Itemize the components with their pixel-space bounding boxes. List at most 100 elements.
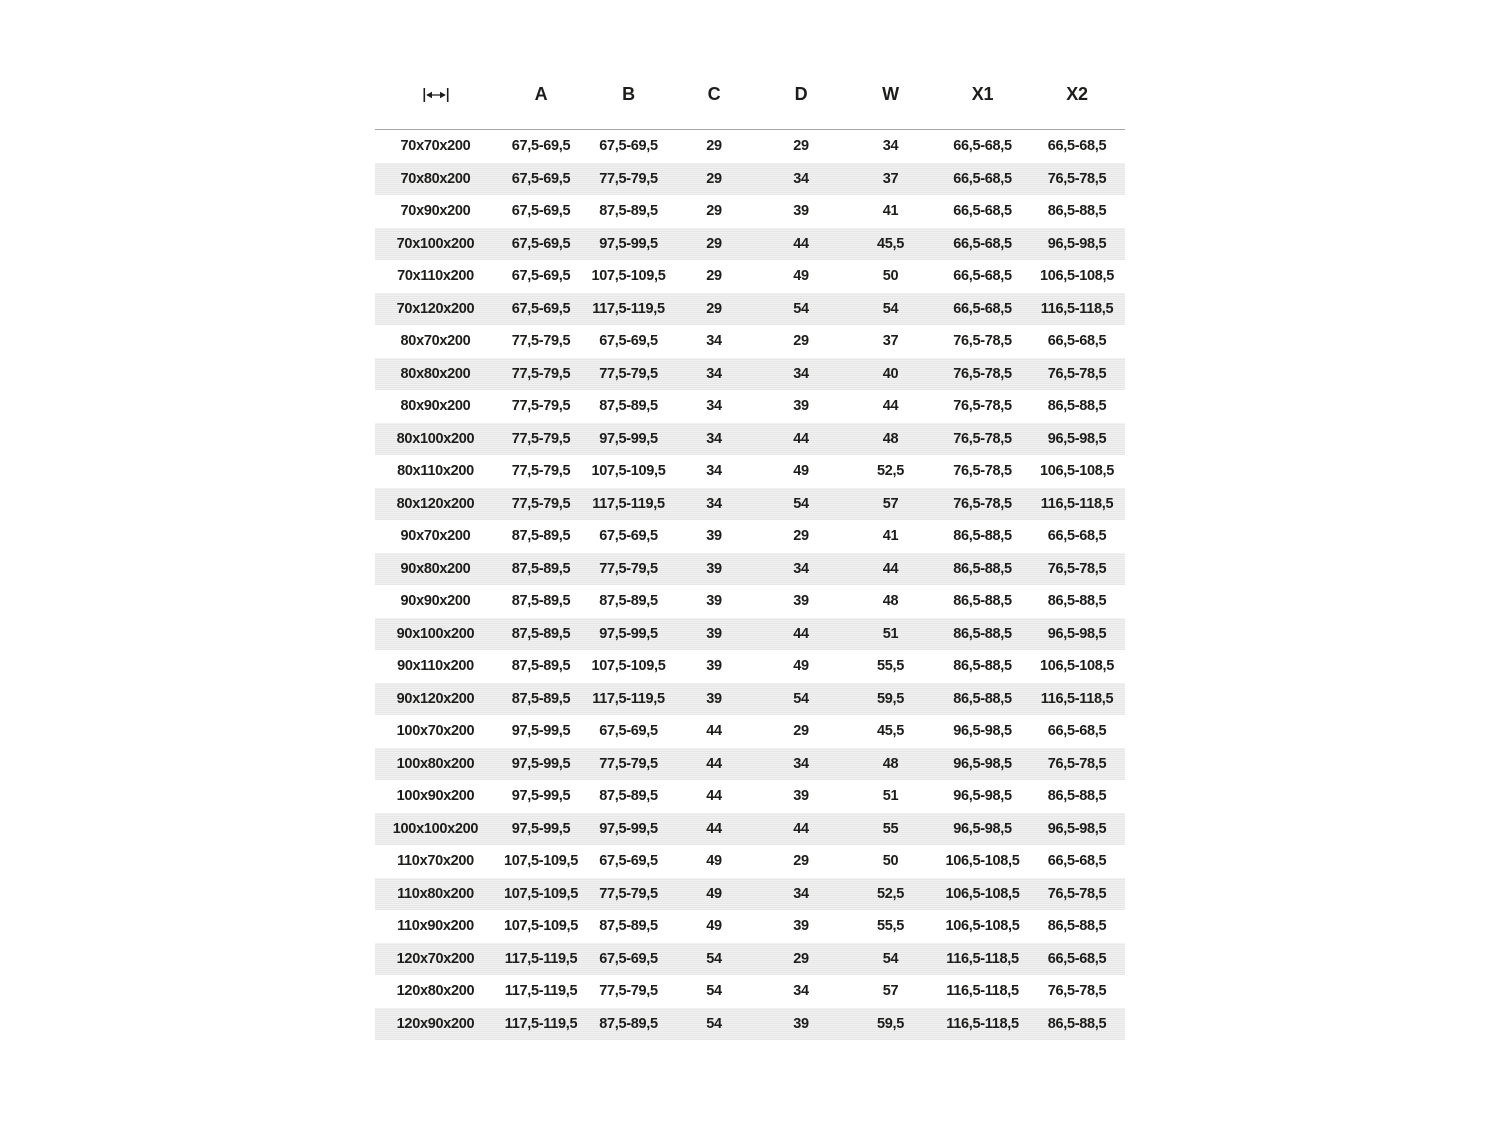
cell-x1: 86,5-88,5 [953, 690, 1012, 707]
cell-w: 40 [882, 365, 899, 382]
cell-x1: 66,5-68,5 [953, 300, 1012, 317]
cell-x2: 66,5-68,5 [1047, 333, 1107, 350]
cell-b: 97,5-99,5 [599, 430, 658, 447]
cell-d: 44 [793, 625, 809, 642]
cell-size: 90x90x200 [400, 593, 471, 610]
cell-d: 29 [793, 723, 809, 740]
cell-a: 77,5-79,5 [511, 463, 571, 480]
cell-d: 39 [793, 1015, 809, 1032]
cell-w: 51 [882, 788, 899, 805]
cell-size: 90x120x200 [396, 690, 475, 707]
cell-c: 54 [706, 1015, 722, 1032]
cell-d: 39 [793, 398, 809, 415]
table-row: 90x110x200 87,5-89,5 107,5-109,5 39 49 5… [375, 650, 1125, 683]
cell-x1: 106,5-108,5 [945, 918, 1020, 935]
cell-x1: 86,5-88,5 [953, 658, 1012, 675]
cell-x1: 76,5-78,5 [953, 398, 1012, 415]
cell-a: 67,5-69,5 [511, 170, 571, 187]
cell-a: 97,5-99,5 [511, 788, 571, 805]
cell-c: 29 [706, 170, 722, 187]
cell-x2: 96,5-98,5 [1047, 820, 1107, 837]
cell-c: 29 [706, 268, 722, 285]
cell-d: 34 [793, 983, 809, 1000]
cell-x1: 86,5-88,5 [953, 560, 1012, 577]
cell-x1: 76,5-78,5 [953, 430, 1012, 447]
table-row: 80x90x200 77,5-79,5 87,5-89,5 34 39 44 7… [375, 390, 1125, 423]
cell-c: 39 [706, 593, 722, 610]
cell-size: 110x80x200 [397, 885, 474, 902]
cell-size: 90x100x200 [396, 625, 475, 642]
cell-b: 77,5-79,5 [599, 170, 658, 187]
size-column-header [375, 84, 496, 103]
cell-b: 67,5-69,5 [599, 950, 658, 967]
table-row: 70x100x200 67,5-69,5 97,5-99,5 29 44 45,… [375, 227, 1125, 260]
cell-size: 70x120x200 [396, 300, 475, 317]
column-header-d: D [794, 84, 808, 104]
cell-x1: 106,5-108,5 [945, 853, 1020, 870]
table-row: 110x80x200 107,5-109,5 77,5-79,5 49 34 5… [375, 877, 1125, 910]
column-header-c: C [707, 84, 721, 104]
cell-d: 39 [793, 203, 809, 220]
cell-b: 67,5-69,5 [599, 528, 658, 545]
cell-d: 49 [793, 268, 809, 285]
cell-c: 44 [706, 755, 722, 772]
table-header-row: A B C D W X1 X2 [375, 73, 1125, 130]
cell-a: 67,5-69,5 [511, 235, 571, 252]
cell-w: 57 [882, 983, 899, 1000]
cell-d: 39 [793, 788, 809, 805]
table-row: 80x70x200 77,5-79,5 67,5-69,5 34 29 37 7… [375, 325, 1125, 358]
cell-c: 34 [706, 463, 722, 480]
cell-d: 29 [793, 333, 809, 350]
cell-c: 39 [706, 690, 722, 707]
cell-x2: 76,5-78,5 [1047, 365, 1107, 382]
table-row: 100x70x200 97,5-99,5 67,5-69,5 44 29 45,… [375, 715, 1125, 748]
cell-c: 39 [706, 625, 722, 642]
cell-a: 77,5-79,5 [511, 495, 571, 512]
cell-d: 54 [793, 495, 809, 512]
cell-size: 100x90x200 [396, 788, 475, 805]
cell-c: 34 [706, 430, 722, 447]
table-row: 100x90x200 97,5-99,5 87,5-89,5 44 39 51 … [375, 780, 1125, 813]
table-body: 70x70x200 67,5-69,5 67,5-69,5 29 29 34 6… [375, 130, 1125, 1040]
cell-a: 77,5-79,5 [511, 398, 571, 415]
cell-a: 67,5-69,5 [511, 138, 571, 155]
cell-x1: 76,5-78,5 [953, 333, 1012, 350]
cell-x2: 66,5-68,5 [1047, 138, 1107, 155]
cell-size: 70x100x200 [396, 235, 475, 252]
cell-size: 100x100x200 [392, 820, 479, 837]
cell-d: 44 [793, 430, 809, 447]
cell-x2: 86,5-88,5 [1047, 788, 1107, 805]
cell-d: 54 [793, 690, 809, 707]
table-row: 80x110x200 77,5-79,5 107,5-109,5 34 49 5… [375, 455, 1125, 488]
cell-a: 97,5-99,5 [511, 820, 571, 837]
cell-size: 120x80x200 [396, 983, 475, 1000]
cell-b: 67,5-69,5 [599, 138, 658, 155]
table-row: 80x80x200 77,5-79,5 77,5-79,5 34 34 40 7… [375, 357, 1125, 390]
cell-w: 37 [882, 170, 899, 187]
table-row: 70x90x200 67,5-69,5 87,5-89,5 29 39 41 6… [375, 195, 1125, 228]
column-header-x1: X1 [971, 84, 994, 104]
cell-d: 29 [793, 528, 809, 545]
cell-b: 87,5-89,5 [599, 1015, 658, 1032]
cell-b: 67,5-69,5 [599, 853, 658, 870]
cell-x1: 106,5-108,5 [945, 885, 1020, 902]
cell-x2: 96,5-98,5 [1047, 430, 1107, 447]
cell-x2: 116,5-118,5 [1040, 495, 1114, 512]
width-dimension-icon [422, 88, 449, 102]
cell-c: 34 [706, 495, 722, 512]
cell-d: 34 [793, 365, 809, 382]
cell-x1: 66,5-68,5 [953, 235, 1012, 252]
cell-a: 107,5-109,5 [503, 918, 579, 935]
cell-size: 110x90x200 [397, 918, 474, 935]
cell-size: 90x110x200 [397, 658, 474, 675]
cell-b: 117,5-119,5 [592, 690, 665, 707]
table-row: 70x80x200 67,5-69,5 77,5-79,5 29 34 37 6… [375, 162, 1125, 195]
cell-c: 29 [706, 235, 722, 252]
cell-x2: 86,5-88,5 [1047, 203, 1107, 220]
cell-c: 39 [706, 658, 722, 675]
cell-b: 87,5-89,5 [599, 788, 658, 805]
cell-x2: 76,5-78,5 [1047, 560, 1107, 577]
cell-b: 107,5-109,5 [591, 658, 666, 675]
cell-a: 117,5-119,5 [504, 1015, 578, 1032]
cell-b: 97,5-99,5 [599, 235, 658, 252]
